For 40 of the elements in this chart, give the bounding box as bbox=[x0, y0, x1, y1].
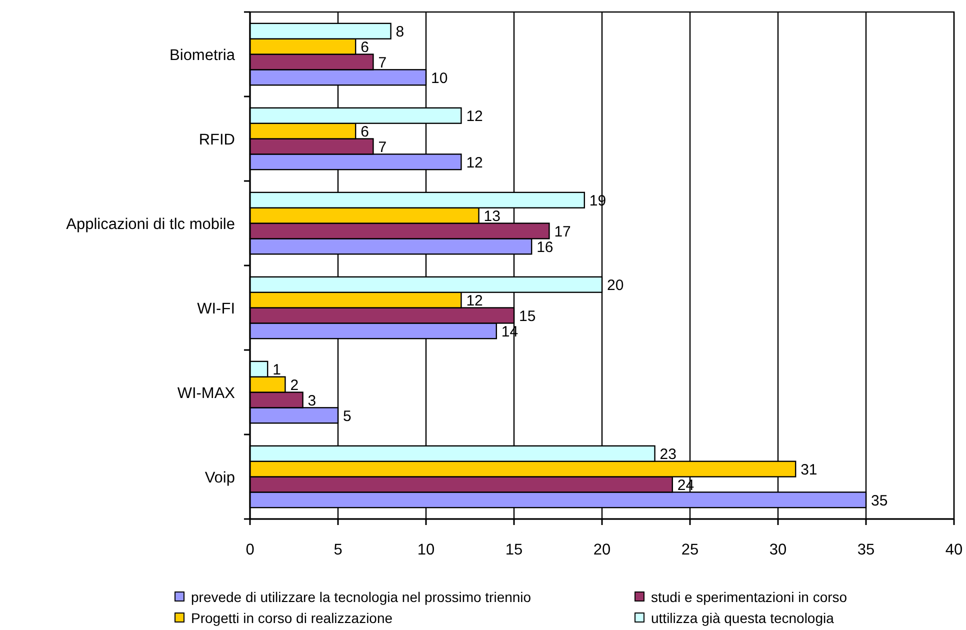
data-label: 23 bbox=[660, 446, 676, 464]
x-tick-label: 0 bbox=[246, 542, 255, 559]
data-label: 6 bbox=[360, 38, 369, 56]
data-label: 6 bbox=[360, 123, 369, 140]
data-label: 35 bbox=[871, 492, 888, 510]
legend-label: prevede di utilizzare la tecnologia nel prossimo triennio bbox=[191, 589, 532, 606]
data-label: 16 bbox=[536, 238, 554, 256]
data-label: 31 bbox=[800, 461, 818, 478]
legend-label: Progetti in corso di realizzazione bbox=[191, 610, 393, 626]
x-tick-label: 20 bbox=[593, 542, 611, 559]
x-tick-label: 10 bbox=[417, 542, 435, 559]
y-tick-label: WI-MAX bbox=[177, 384, 236, 402]
y-tick-label: Voip bbox=[204, 469, 235, 486]
data-label: 1 bbox=[272, 362, 281, 379]
legend-label: uttilizza già questa tecnologia bbox=[651, 610, 834, 626]
x-tick-label: 35 bbox=[857, 542, 875, 559]
y-tick-label: Biometria bbox=[170, 46, 236, 64]
y-tick-label: RFID bbox=[198, 131, 235, 148]
data-label: 7 bbox=[378, 138, 387, 156]
data-label: 7 bbox=[378, 54, 387, 72]
y-tick-label: Applicazioni di tlc mobile bbox=[66, 216, 235, 233]
y-tick-label: WI-FI bbox=[197, 300, 235, 318]
data-label: 13 bbox=[484, 208, 500, 225]
data-label: 2 bbox=[290, 376, 299, 394]
data-label: 3 bbox=[308, 392, 316, 410]
data-label: 12 bbox=[466, 108, 483, 126]
data-label: 15 bbox=[519, 308, 536, 325]
x-tick-label: 15 bbox=[505, 542, 523, 559]
x-tick-label: 30 bbox=[769, 542, 787, 559]
data-label: 8 bbox=[396, 24, 404, 41]
x-tick-label: 25 bbox=[681, 542, 699, 559]
data-label: 17 bbox=[554, 223, 571, 240]
x-tick-label: 5 bbox=[334, 542, 342, 559]
data-label: 20 bbox=[607, 277, 624, 294]
data-label: 12 bbox=[466, 154, 483, 172]
data-label: 12 bbox=[466, 292, 483, 310]
x-tick-label: 40 bbox=[945, 542, 963, 559]
legend-label: studi e sperimentazioni in corso bbox=[651, 589, 848, 606]
data-label: 10 bbox=[431, 70, 448, 87]
data-label: 5 bbox=[343, 408, 352, 425]
